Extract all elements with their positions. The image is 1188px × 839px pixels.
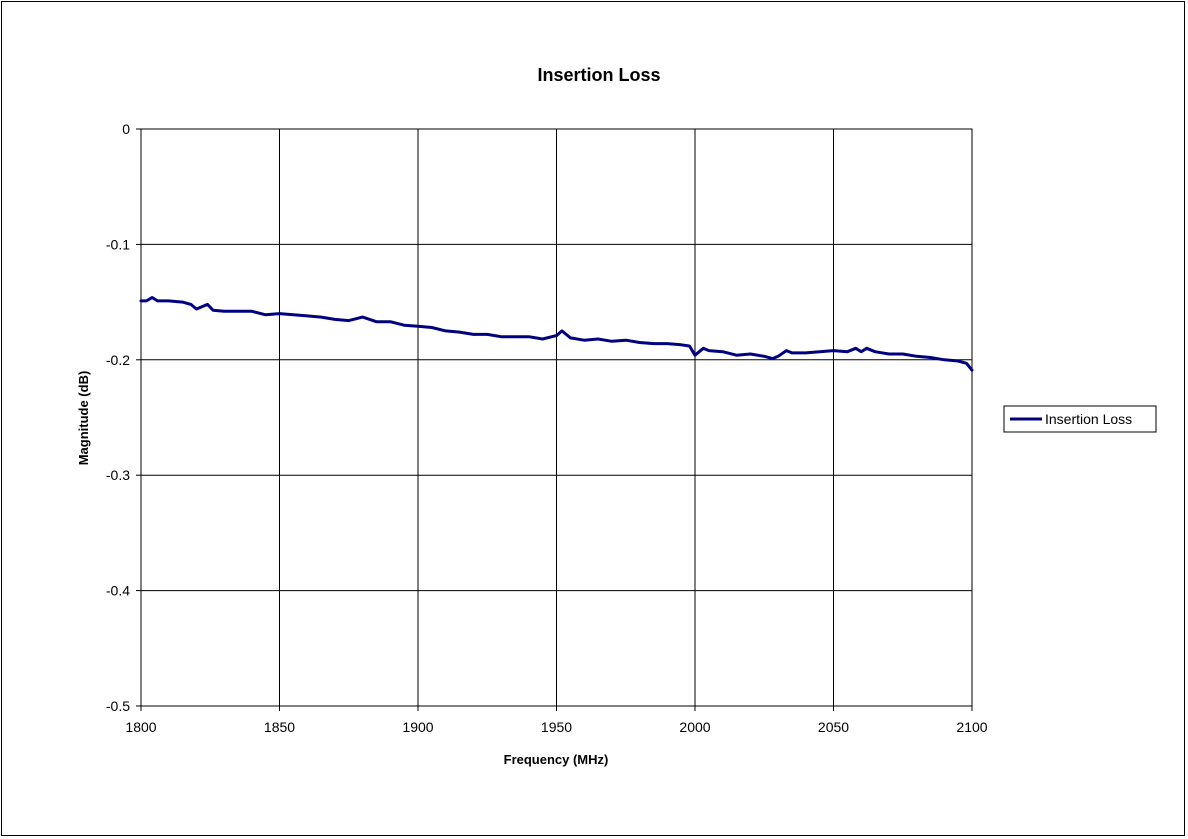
x-tick-label: 1950 [541, 719, 572, 735]
y-tick-label: -0.3 [106, 467, 130, 483]
y-tick-label: -0.1 [106, 236, 130, 252]
y-tick-label: -0.4 [106, 583, 130, 599]
y-tick-label: -0.5 [106, 698, 130, 714]
y-axis-ticks: 0 -0.1 -0.2 -0.3 -0.4 -0.5 [106, 121, 141, 714]
series-line-insertion-loss [139, 296, 974, 372]
chart-title: Insertion Loss [537, 65, 660, 85]
x-axis-title: Frequency (MHz) [504, 752, 609, 767]
x-axis-ticks: 1800 1850 1900 1950 2000 2050 2100 [125, 706, 988, 735]
y-axis-title: Magnitude (dB) [76, 371, 91, 466]
legend: Insertion Loss [1003, 405, 1157, 433]
x-tick-label: 1850 [264, 719, 295, 735]
x-tick-label: 2000 [679, 719, 710, 735]
y-tick-label: 0 [122, 121, 130, 137]
x-tick-label: 2050 [818, 719, 849, 735]
y-tick-label: -0.2 [106, 352, 130, 368]
x-tick-label: 2100 [956, 719, 987, 735]
legend-label: Insertion Loss [1045, 411, 1132, 427]
grid-layer [140, 128, 973, 707]
x-tick-label: 1900 [402, 719, 433, 735]
x-tick-label: 1800 [125, 719, 156, 735]
